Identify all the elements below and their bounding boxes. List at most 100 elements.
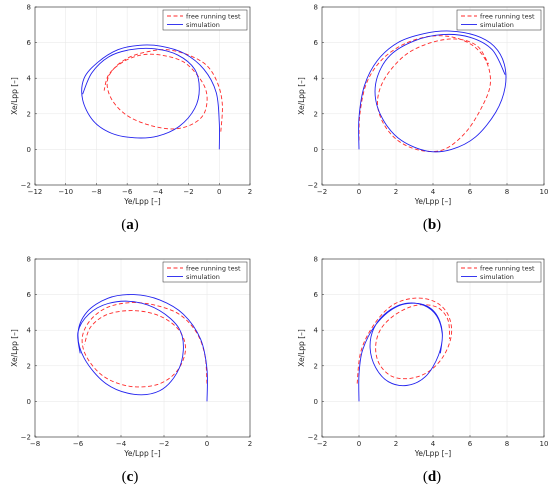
x-tick-label: −12 bbox=[28, 188, 43, 196]
x-tick-label: 2 bbox=[248, 440, 252, 448]
y-tick-label: 2 bbox=[314, 362, 318, 370]
series-group bbox=[81, 44, 223, 150]
simulation-line bbox=[81, 44, 220, 150]
axes-frame bbox=[321, 258, 545, 438]
x-tick-label: −4 bbox=[116, 440, 127, 448]
series-group bbox=[356, 297, 453, 402]
y-tick-label: 8 bbox=[27, 256, 31, 264]
legend-box bbox=[162, 261, 248, 283]
y-tick-label: −2 bbox=[308, 434, 318, 442]
x-axis-label: Ye/Lpp [–] bbox=[123, 197, 160, 206]
simulation-line bbox=[358, 30, 507, 153]
legend-box bbox=[456, 9, 542, 31]
y-tick-label: 0 bbox=[27, 398, 31, 406]
x-tick-label: 0 bbox=[217, 188, 221, 196]
x-tick-label: 0 bbox=[205, 440, 209, 448]
y-tick-label: 8 bbox=[27, 4, 31, 12]
x-tick-label: 2 bbox=[394, 188, 398, 196]
legend-label: free running test bbox=[186, 264, 241, 272]
y-tick-label: −2 bbox=[21, 182, 31, 190]
panel-caption: (d) bbox=[423, 469, 441, 485]
x-tick-label: −2 bbox=[159, 440, 169, 448]
simulation-line bbox=[77, 294, 208, 402]
x-tick-label: −8 bbox=[30, 440, 40, 448]
panel-caption-letter: d bbox=[428, 469, 437, 485]
chart-panel-a: −12 −10 −8 −6 −4 −2 0 2 −2 0 2 4 6 8 free running test… bbox=[10, 4, 252, 234]
panel-caption-letter: a bbox=[126, 217, 134, 233]
free-running-test-line bbox=[356, 297, 453, 384]
panel-caption-close: ) bbox=[133, 469, 138, 485]
x-tick-label: 10 bbox=[540, 188, 549, 196]
y-tick-label: 8 bbox=[314, 256, 318, 264]
x-tick-label: −8 bbox=[91, 188, 101, 196]
panel-caption: (a) bbox=[121, 217, 139, 233]
x-tick-label: −10 bbox=[58, 188, 73, 196]
panel-caption: (b) bbox=[423, 217, 441, 233]
x-axis-label: Ye/Lpp [–] bbox=[414, 197, 451, 206]
y-axis-label: Xe/Lpp [–] bbox=[297, 77, 306, 115]
x-tick-label: 0 bbox=[357, 440, 361, 448]
panel-caption-open: ( bbox=[423, 469, 428, 485]
x-axis-label: Ye/Lpp [–] bbox=[123, 449, 160, 458]
y-tick-label: 4 bbox=[314, 327, 319, 335]
series-group bbox=[77, 294, 208, 402]
x-tick-label: 2 bbox=[394, 440, 398, 448]
x-tick-label: 2 bbox=[248, 188, 252, 196]
x-tick-label: −6 bbox=[73, 440, 84, 448]
panel-caption-open: ( bbox=[122, 469, 127, 485]
panel-caption-open: ( bbox=[423, 217, 428, 233]
legend-label: free running test bbox=[186, 12, 241, 20]
panel-caption-close: ) bbox=[436, 469, 441, 485]
panel-caption-close: ) bbox=[436, 217, 441, 233]
y-tick-label: 0 bbox=[314, 146, 318, 154]
plot-area bbox=[35, 7, 250, 185]
y-tick-label: 4 bbox=[27, 75, 32, 83]
series-group bbox=[358, 30, 507, 153]
x-tick-label: 8 bbox=[505, 440, 509, 448]
y-axis-label: Xe/Lpp [–] bbox=[297, 329, 306, 367]
panel-caption-close: ) bbox=[134, 217, 139, 233]
free-running-test-line bbox=[81, 302, 208, 388]
x-tick-label: −4 bbox=[153, 188, 164, 196]
axes-frame bbox=[34, 258, 251, 438]
y-tick-label: 6 bbox=[27, 39, 32, 47]
axes-frame bbox=[34, 6, 251, 186]
y-tick-label: 4 bbox=[27, 327, 32, 335]
y-tick-label: 6 bbox=[27, 291, 32, 299]
axes-frame bbox=[321, 6, 545, 186]
y-tick-label: 4 bbox=[314, 75, 319, 83]
y-tick-label: 0 bbox=[27, 146, 31, 154]
legend-label: free running test bbox=[480, 12, 535, 20]
panel-caption-open: ( bbox=[121, 217, 126, 233]
chart-panel-c: −8 −6 −4 −2 0 2 −2 0 2 4 6 8 free running testsimula… bbox=[10, 256, 252, 486]
panel-caption-letter: b bbox=[428, 217, 436, 233]
y-tick-label: 0 bbox=[314, 398, 318, 406]
y-tick-label: 8 bbox=[314, 4, 318, 12]
chart-panel-b: −2 0 2 4 6 8 10 −2 0 2 4 6 8 free running testsimulat… bbox=[297, 4, 548, 234]
x-tick-label: 8 bbox=[505, 188, 509, 196]
simulation-line bbox=[358, 302, 443, 402]
x-tick-label: −6 bbox=[122, 188, 133, 196]
x-tick-label: 6 bbox=[468, 440, 473, 448]
y-tick-label: 6 bbox=[314, 39, 319, 47]
chart-panel-d: −2 0 2 4 6 8 10 −2 0 2 4 6 8 free running testsimulat… bbox=[297, 256, 548, 486]
legend-label: simulation bbox=[480, 273, 514, 281]
x-tick-label: −2 bbox=[317, 188, 327, 196]
x-tick-label: 4 bbox=[431, 188, 436, 196]
y-tick-label: 2 bbox=[314, 110, 318, 118]
x-tick-label: 4 bbox=[431, 440, 436, 448]
x-tick-label: 0 bbox=[357, 188, 361, 196]
y-tick-label: 2 bbox=[27, 110, 31, 118]
y-tick-label: 2 bbox=[27, 362, 31, 370]
legend-box bbox=[162, 9, 248, 31]
legend-label: simulation bbox=[186, 273, 220, 281]
x-tick-label: 10 bbox=[540, 440, 549, 448]
legend-box bbox=[456, 261, 542, 283]
x-tick-label: −2 bbox=[183, 188, 193, 196]
y-axis-label: Xe/Lpp [–] bbox=[10, 77, 19, 115]
y-tick-label: −2 bbox=[308, 182, 318, 190]
